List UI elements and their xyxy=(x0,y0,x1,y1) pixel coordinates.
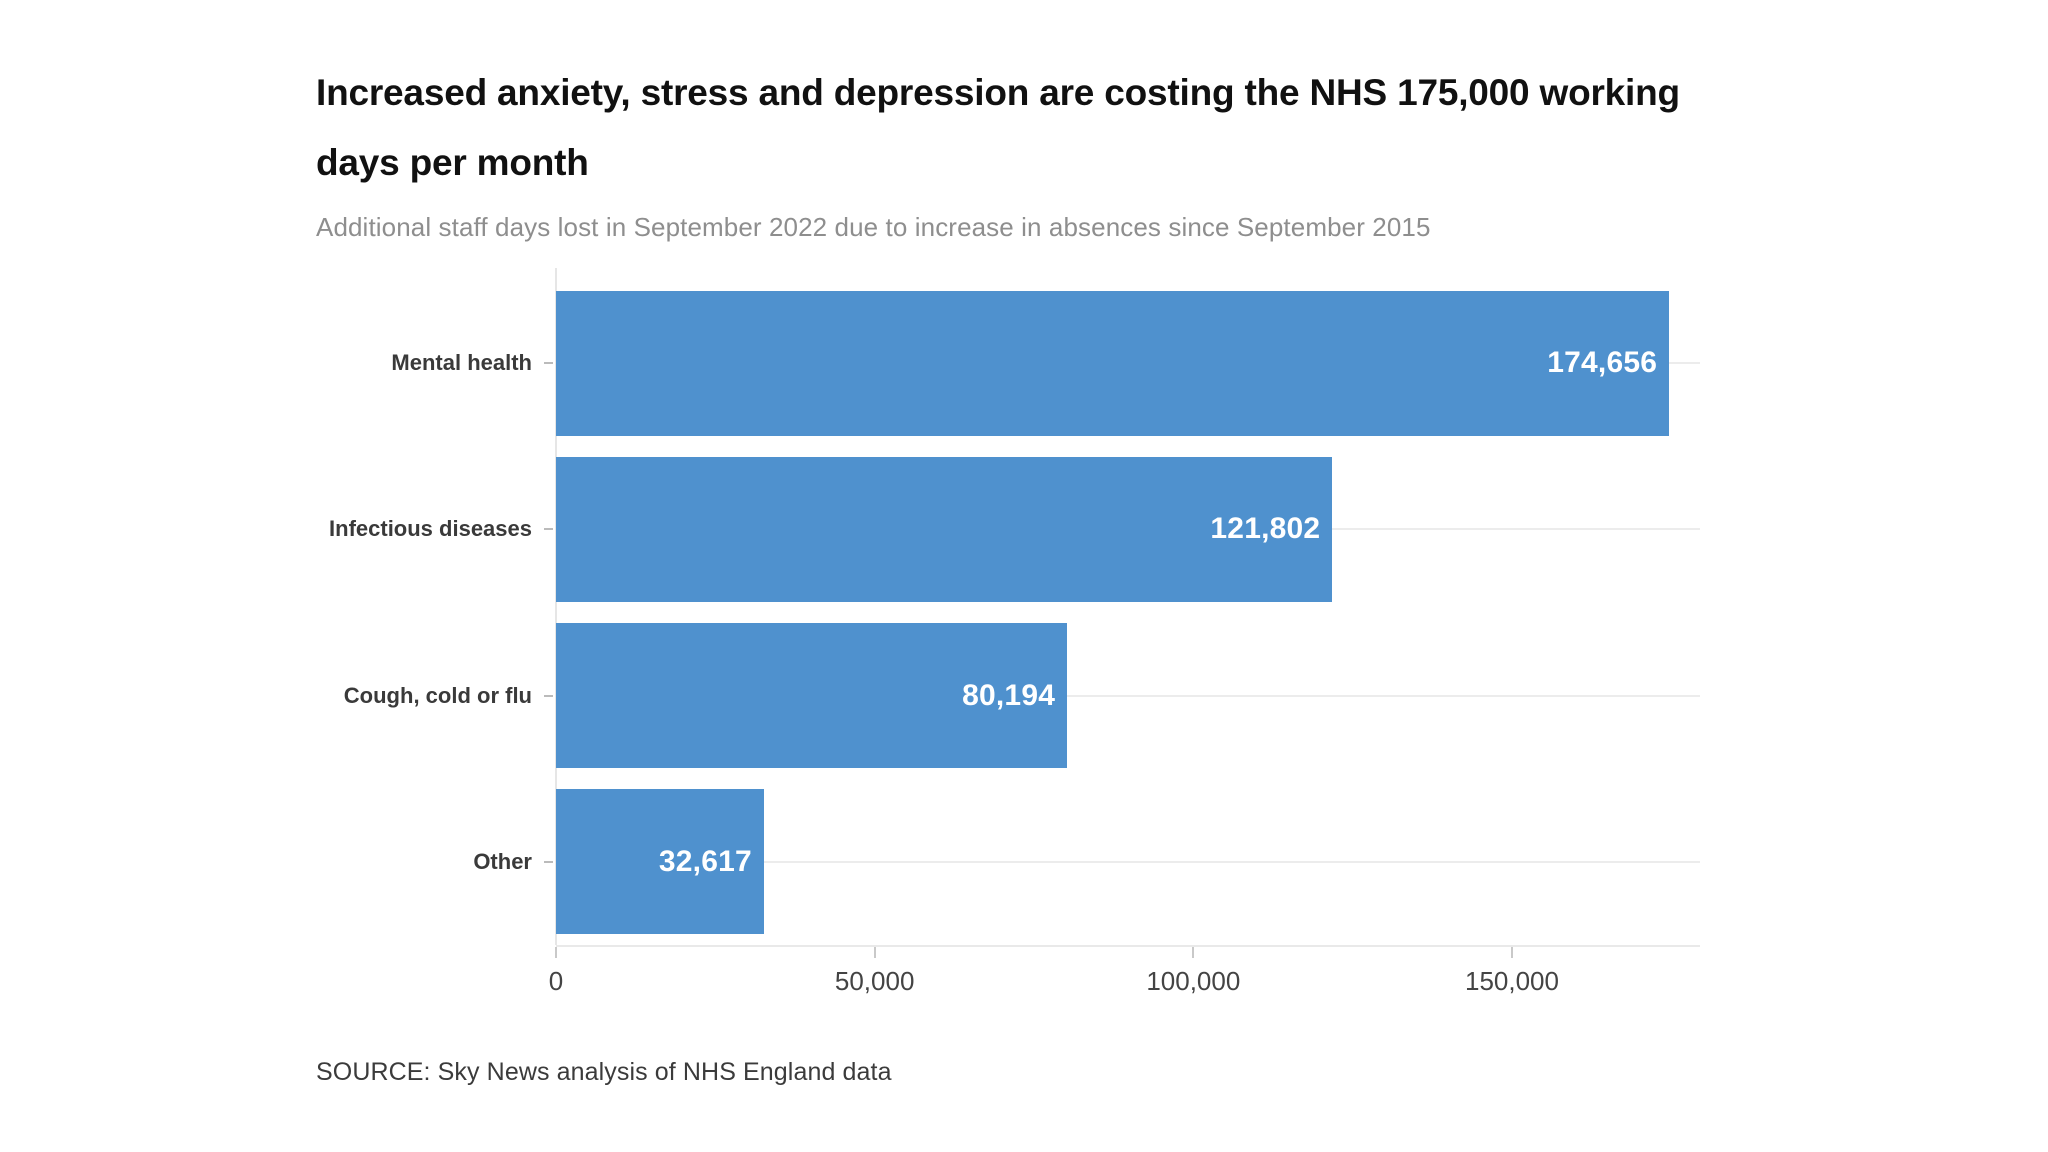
x-axis-line xyxy=(556,945,1700,947)
category-tick xyxy=(544,860,553,863)
bar[interactable]: 174,656 xyxy=(556,290,1670,436)
bar[interactable]: 121,802 xyxy=(556,456,1333,602)
category-label: Cough, cold or flu xyxy=(343,682,532,708)
bar[interactable]: 80,194 xyxy=(556,623,1068,769)
chart-subtitle: Additional staff days lost in September … xyxy=(316,212,1431,242)
category-label: Infectious diseases xyxy=(329,516,532,542)
category-label: Mental health xyxy=(391,350,532,376)
bar-value-label: 32,617 xyxy=(658,844,752,878)
y-axis-line xyxy=(555,268,557,945)
gridline xyxy=(556,860,1700,863)
x-tick-mark xyxy=(555,947,557,958)
bar-value-label: 121,802 xyxy=(1210,512,1321,546)
plot-area: 174,656 121,802 80,194 32,617 Mental health… xyxy=(329,268,1700,996)
source-note: SOURCE: Sky News analysis of NHS England… xyxy=(316,1058,892,1086)
x-tick-mark xyxy=(1192,947,1195,958)
gridline xyxy=(556,694,1700,697)
chart-title: Increased anxiety, stress and depression… xyxy=(316,72,1680,183)
bar[interactable]: 32,617 xyxy=(556,789,764,935)
x-tick-label: 150,000 xyxy=(1464,966,1559,996)
bar-value-label: 174,656 xyxy=(1547,346,1658,380)
category-tick xyxy=(544,694,553,697)
category-tick xyxy=(544,528,553,531)
category-tick xyxy=(544,362,553,365)
x-tick-mark xyxy=(1510,947,1513,958)
x-tick-label: 50,000 xyxy=(834,966,915,996)
category-label: Other xyxy=(473,848,532,874)
x-tick-mark xyxy=(873,947,876,958)
x-tick-label: 100,000 xyxy=(1146,966,1241,996)
bar-value-label: 80,194 xyxy=(962,678,1056,712)
x-tick-label: 0 xyxy=(548,966,564,996)
